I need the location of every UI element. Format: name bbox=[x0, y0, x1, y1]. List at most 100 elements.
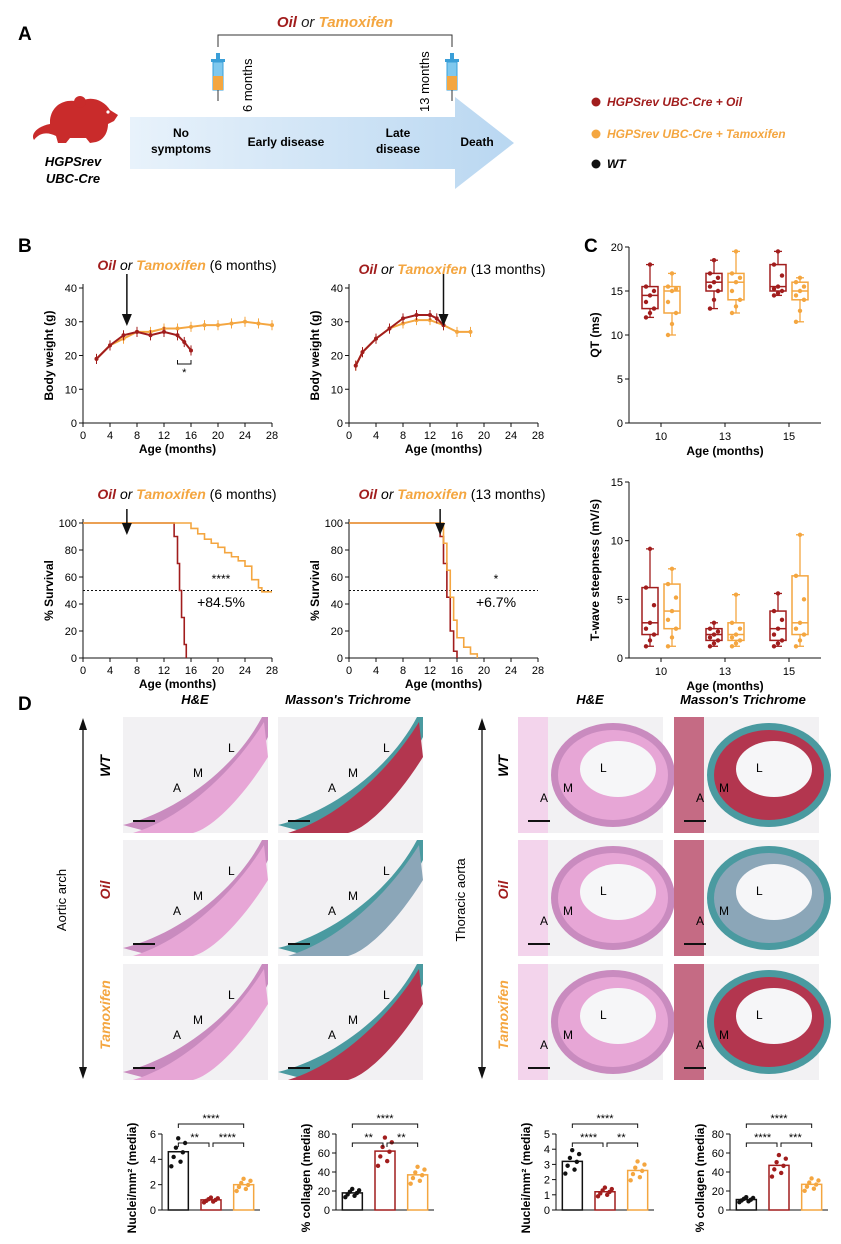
box bbox=[663, 285, 681, 314]
perivascular-tissue bbox=[518, 717, 548, 833]
y-tick-label: 40 bbox=[712, 1167, 724, 1179]
data-point bbox=[707, 644, 713, 649]
injection-13-months: 13 months bbox=[417, 51, 432, 112]
significance-label: **** bbox=[202, 1113, 220, 1125]
data-point bbox=[108, 343, 112, 348]
data-point bbox=[801, 284, 807, 289]
x-tick-label: 0 bbox=[80, 665, 86, 677]
qt-boxplot: 0 5 10 15 20 10 13 15 Age (months) QT (ms) bbox=[588, 242, 821, 458]
data-point bbox=[189, 348, 193, 353]
y-tick-label: 100 bbox=[59, 518, 77, 530]
data-point bbox=[647, 262, 653, 267]
significance-label: **** bbox=[376, 1113, 394, 1125]
y-axis-label: % collagen (media) bbox=[299, 1124, 313, 1233]
layer-label-media: M bbox=[193, 889, 203, 903]
legend-wt-label: WT bbox=[607, 157, 627, 171]
data-point bbox=[643, 315, 649, 320]
y-tick-label: 30 bbox=[65, 317, 77, 329]
stain-mt-right: Masson's Trichrome bbox=[680, 692, 806, 707]
histology-tile: AML bbox=[278, 964, 423, 1080]
data-point bbox=[737, 297, 743, 302]
significance-label: **** bbox=[580, 1132, 598, 1144]
significance-bracket bbox=[351, 1142, 384, 1147]
survival-chart-13m: 0 20 40 60 80 100 0 4 8 12 16 20 24 28 Age (months) % S… bbox=[308, 509, 544, 691]
data-point bbox=[793, 293, 799, 298]
x-axis-label: Age (months) bbox=[405, 677, 482, 691]
data-point bbox=[241, 1176, 246, 1182]
data-point bbox=[737, 275, 743, 280]
x-tick-label: 28 bbox=[532, 430, 544, 442]
box bbox=[769, 263, 787, 292]
lumen bbox=[580, 741, 656, 797]
data-point bbox=[797, 620, 803, 625]
data-point bbox=[94, 356, 99, 361]
injection-6-months: 6 months bbox=[240, 58, 255, 112]
legend-tam-dot bbox=[591, 129, 601, 139]
x-tick-label: 10 bbox=[655, 431, 667, 443]
perivascular-tissue bbox=[518, 840, 548, 956]
data-point bbox=[781, 1163, 786, 1168]
data-point bbox=[175, 326, 180, 331]
significance-label: *** bbox=[789, 1132, 803, 1144]
legend-tam-label: HGPSrev UBC-Cre + Tamoxifen bbox=[607, 127, 786, 141]
bar bbox=[626, 1169, 649, 1211]
y-tick-label: 0 bbox=[617, 418, 623, 430]
row-arrow-left bbox=[79, 718, 87, 1079]
data-point bbox=[729, 288, 735, 294]
data-point bbox=[793, 626, 799, 631]
title-oil: Oil bbox=[97, 486, 117, 502]
layer-label-media: M bbox=[348, 1013, 358, 1027]
data-point bbox=[737, 626, 743, 631]
row-arrow-right bbox=[478, 718, 486, 1079]
data-point bbox=[711, 297, 717, 302]
body-weight-chart-6m: 0 10 20 30 40 0 4 8 12 16 20 24 28 Age (months) Body w… bbox=[42, 274, 278, 456]
data-point bbox=[809, 1176, 814, 1181]
y-tick-label: 0 bbox=[150, 1205, 156, 1217]
data-point bbox=[665, 644, 671, 649]
y-tick-label: 10 bbox=[611, 536, 623, 548]
y-tick-label: 20 bbox=[712, 1186, 724, 1198]
data-point bbox=[410, 1175, 416, 1181]
media bbox=[133, 969, 268, 1080]
data-point bbox=[647, 638, 653, 643]
x-tick-label: 8 bbox=[134, 665, 140, 677]
data-point bbox=[350, 1186, 355, 1192]
x-tick-label: 12 bbox=[158, 430, 170, 442]
data-point bbox=[779, 288, 785, 294]
layer-label-media: M bbox=[348, 889, 358, 903]
data-point bbox=[750, 1195, 756, 1201]
layer-label-lumen: L bbox=[756, 1008, 763, 1022]
significance-label: **** bbox=[754, 1132, 772, 1144]
data-point bbox=[669, 288, 675, 294]
panel-b-label: B bbox=[18, 236, 32, 257]
survival-curve bbox=[83, 522, 272, 593]
significance-bracket bbox=[780, 1142, 813, 1147]
lumen bbox=[736, 741, 812, 797]
histology-tile: AML bbox=[123, 717, 268, 833]
data-point bbox=[468, 329, 473, 334]
data-point bbox=[570, 1147, 575, 1153]
bar bbox=[406, 1174, 429, 1211]
x-tick-label: 4 bbox=[107, 665, 113, 677]
x-tick-label: 16 bbox=[451, 665, 463, 677]
treatment-arrowhead bbox=[121, 523, 132, 535]
bar bbox=[232, 1183, 255, 1211]
legend-oil-dot bbox=[591, 97, 601, 107]
data-point bbox=[643, 299, 649, 305]
layer-label-media: M bbox=[563, 781, 573, 795]
histology-tile: AML bbox=[674, 964, 831, 1080]
x-tick-label: 8 bbox=[400, 430, 406, 442]
data-point bbox=[665, 617, 671, 623]
data-point bbox=[162, 329, 166, 334]
x-tick-label: 0 bbox=[346, 430, 352, 442]
data-point bbox=[387, 326, 392, 331]
data-point bbox=[775, 641, 781, 646]
significance-bracket bbox=[386, 1142, 419, 1147]
significance-bracket bbox=[571, 1142, 604, 1147]
data-point bbox=[642, 1162, 647, 1167]
data-point bbox=[353, 363, 358, 368]
data-point bbox=[797, 275, 803, 280]
data-point bbox=[455, 329, 459, 334]
layer-label-lumen: L bbox=[383, 864, 390, 878]
stain-he-right: H&E bbox=[576, 692, 604, 707]
